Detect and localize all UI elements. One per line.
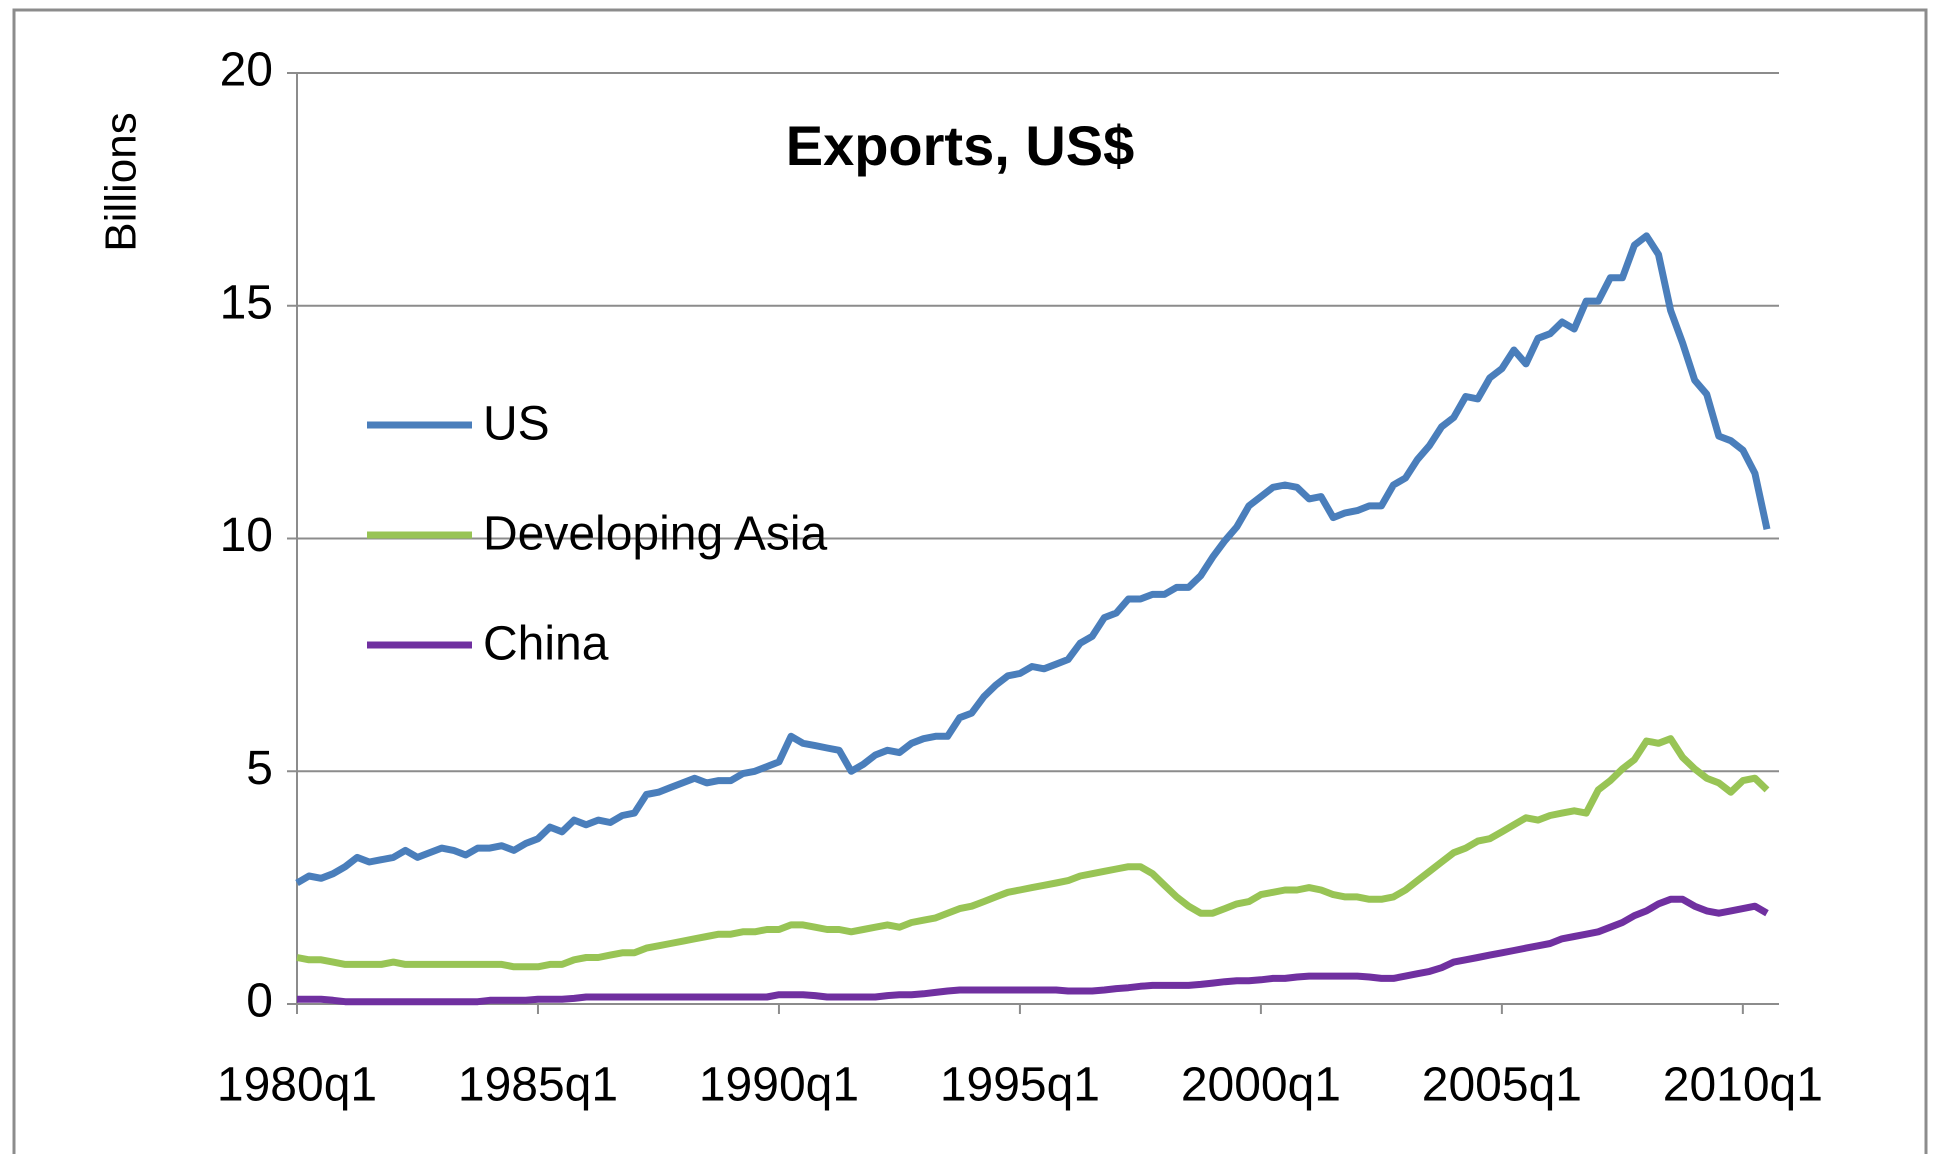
legend-label: Developing Asia — [483, 508, 828, 561]
y-tick-label: 15 — [220, 276, 273, 329]
y-tick-label: 0 — [246, 975, 273, 1028]
y-axis-label: Billions — [97, 112, 146, 251]
y-tick-label: 10 — [220, 509, 273, 562]
x-tick-label: 1995q1 — [940, 1059, 1100, 1112]
chart-title: Exports, US$ — [786, 114, 1135, 177]
x-tick-label: 1980q1 — [217, 1059, 377, 1112]
y-tick-label: 20 — [220, 44, 273, 97]
series-line — [295, 232, 1771, 887]
x-tick-label: 1985q1 — [458, 1059, 618, 1112]
legend-label: US — [483, 398, 550, 451]
x-tick-label: 2010q1 — [1663, 1059, 1823, 1112]
x-tick-label: 1990q1 — [699, 1059, 859, 1112]
chart-frame — [12, 8, 1928, 1159]
x-tick-label: 2005q1 — [1422, 1059, 1582, 1112]
series-line — [296, 735, 1770, 971]
y-tick-label: 5 — [246, 742, 273, 795]
x-tick-label: 2000q1 — [1181, 1059, 1341, 1112]
legend-label: China — [483, 618, 609, 671]
series-line — [297, 895, 1769, 1006]
